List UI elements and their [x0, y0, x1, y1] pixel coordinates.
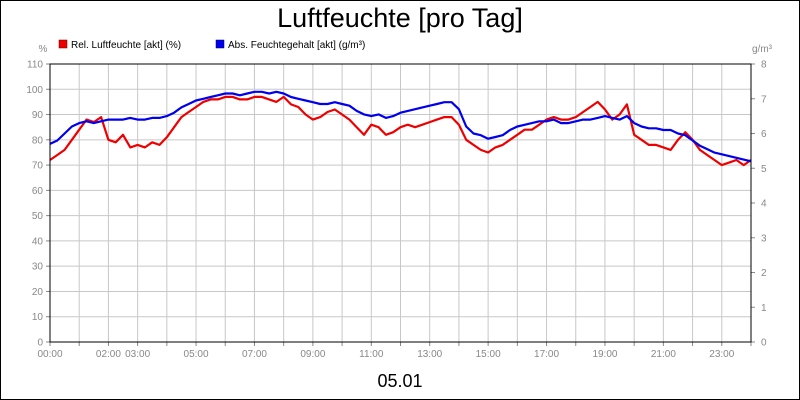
- left-tick-label: 80: [32, 135, 44, 146]
- x-tick-label: 23:00: [709, 349, 734, 360]
- left-tick-label: 40: [32, 236, 44, 247]
- x-tick-label: 07:00: [242, 349, 267, 360]
- x-tick-label: 00:00: [37, 349, 62, 360]
- x-tick-label: 19:00: [592, 349, 617, 360]
- legend: Rel. Luftfeuchte [akt] (%) Abs. Feuchteg…: [58, 39, 365, 51]
- x-tick-label: 13:00: [417, 349, 442, 360]
- left-tick-label: 70: [32, 161, 44, 172]
- chart-title: Luftfeuchte [pro Tag]: [277, 3, 523, 33]
- left-tick-label: 10: [32, 312, 44, 323]
- tick-labels: 0 10 20 30 40 50 60 70 80 90 100 110 0 1 2 3 4 5 6 7 8 00:00 0…: [26, 60, 767, 361]
- x-tick-label: 05:00: [184, 349, 209, 360]
- right-tick-label: 7: [761, 94, 767, 105]
- right-tick-label: 0: [761, 338, 767, 349]
- left-tick-label: 100: [26, 85, 43, 96]
- right-axis-unit: g/m³: [752, 44, 773, 55]
- x-tick-label: 09:00: [300, 349, 325, 360]
- left-tick-label: 50: [32, 211, 44, 222]
- right-tick-label: 2: [761, 268, 767, 279]
- left-tick-label: 60: [32, 186, 44, 197]
- right-tick-label: 6: [761, 129, 767, 140]
- left-tick-label: 0: [37, 338, 43, 349]
- x-tick-label: 15:00: [476, 349, 501, 360]
- plot-border: [49, 63, 752, 343]
- right-tick-label: 5: [761, 164, 767, 175]
- legend-swatch-rel-humidity: [58, 39, 68, 49]
- date-label: 05.01: [377, 371, 422, 391]
- right-tick-label: 8: [761, 60, 767, 71]
- left-tick-label: 20: [32, 287, 44, 298]
- x-tick-label: 03:00: [125, 349, 150, 360]
- series-line-abs-humidity: [49, 90, 752, 163]
- right-tick-label: 4: [761, 199, 767, 210]
- x-tick-label: 21:00: [651, 349, 676, 360]
- x-tick-label: 02:00: [96, 349, 121, 360]
- series-lines: [49, 90, 752, 167]
- left-tick-label: 90: [32, 110, 44, 121]
- series-line-rel-humidity: [49, 95, 752, 167]
- left-axis-unit: %: [39, 44, 48, 55]
- legend-label-abs-humidity: Abs. Feuchtegehalt [akt] (g/m³): [228, 40, 365, 51]
- right-tick-label: 3: [761, 233, 767, 244]
- left-tick-label: 110: [27, 60, 43, 71]
- right-tick-label: 1: [761, 303, 767, 314]
- x-tick-label: 17:00: [534, 349, 559, 360]
- legend-label-rel-humidity: Rel. Luftfeuchte [akt] (%): [71, 40, 181, 51]
- legend-swatch-abs-humidity: [215, 39, 225, 49]
- left-tick-label: 30: [32, 262, 44, 273]
- x-tick-label: 11:00: [359, 349, 384, 360]
